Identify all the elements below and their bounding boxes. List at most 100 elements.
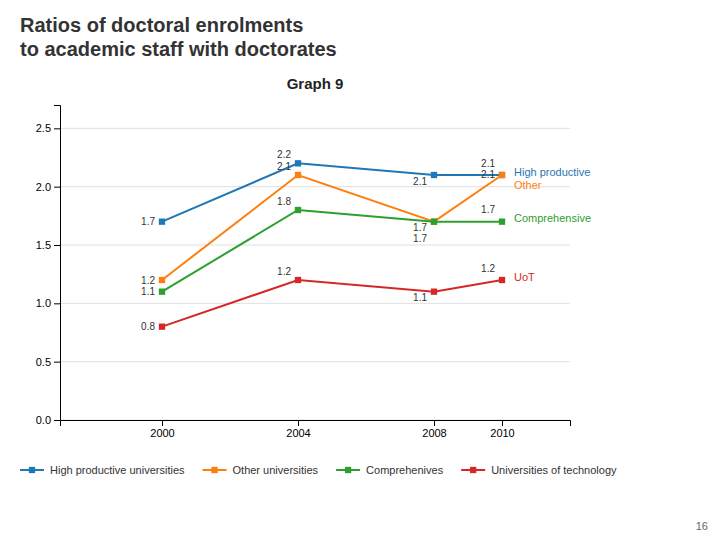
data-label: 0.8 xyxy=(141,321,155,332)
marker xyxy=(499,172,505,178)
y-tick-mark xyxy=(54,303,60,304)
data-label: 2.1 xyxy=(481,169,495,180)
legend-label: Other universities xyxy=(233,464,319,476)
y-tick-label: 2.5 xyxy=(36,122,51,134)
data-labels: 1.71.21.10.82.22.11.81.22.11.71.71.12.12… xyxy=(141,149,495,332)
y-tick-mark xyxy=(54,420,60,421)
title: Ratios of doctoral enrolmentsto academic… xyxy=(20,14,337,60)
title-line: to academic staff with doctorates xyxy=(20,38,337,60)
data-label: 1.2 xyxy=(277,266,291,277)
series-annotation: Other xyxy=(514,179,542,191)
series-annotations: High productiveOtherComprehensiveUoT xyxy=(514,166,591,283)
y-tick-mark xyxy=(54,245,60,246)
y-tick: 1.0 xyxy=(36,297,60,309)
y-tick-mark xyxy=(54,362,60,363)
series-line xyxy=(162,175,502,280)
x-tick-label: 2008 xyxy=(422,427,446,439)
data-label: 1.7 xyxy=(141,216,155,227)
y-axis-line xyxy=(54,106,61,421)
legend-marker xyxy=(470,467,476,473)
x-tick: 2010 xyxy=(490,420,514,439)
legend-label: High productive universities xyxy=(50,464,185,476)
x-axis: 2000 2004 2008 2010 xyxy=(61,420,571,439)
grid-line xyxy=(60,303,570,304)
data-label: 1.7 xyxy=(413,222,427,233)
y-tick-label: 2.0 xyxy=(36,181,51,193)
legend-label: Comprehenives xyxy=(366,464,444,476)
data-label: 2.2 xyxy=(277,149,291,160)
marker xyxy=(295,277,301,283)
y-tick-mark xyxy=(54,187,60,188)
marker xyxy=(431,219,437,225)
y-tick-label: 1.5 xyxy=(36,239,51,251)
x-tick-mark xyxy=(162,420,163,426)
y-tick: 2.0 xyxy=(36,181,60,193)
marker xyxy=(295,160,301,166)
legend-item: Comprehenives xyxy=(336,464,444,476)
marker xyxy=(431,289,437,295)
marker xyxy=(159,324,165,330)
series-line xyxy=(162,210,502,292)
series-line xyxy=(162,280,502,327)
data-label: 1.2 xyxy=(481,263,495,274)
data-label: 2.1 xyxy=(277,161,291,172)
data-label: 1.1 xyxy=(141,286,155,297)
y-tick-label: 1.0 xyxy=(36,297,51,309)
y-axis: 0.0 0.5 1.0 1.5 2.0 2.5 xyxy=(36,106,61,427)
marker xyxy=(159,277,165,283)
y-tick-label: 0.5 xyxy=(36,356,51,368)
data-label: 1.7 xyxy=(481,204,495,215)
y-tick: 1.5 xyxy=(36,239,60,251)
data-label: 1.7 xyxy=(413,233,427,244)
x-tick-label: 2004 xyxy=(286,427,310,439)
y-tick: 0.0 xyxy=(36,414,60,426)
marker xyxy=(431,219,437,225)
annotation: 16 xyxy=(696,520,708,532)
x-tick: 2004 xyxy=(286,420,310,439)
plot-area xyxy=(159,160,505,330)
subtitle: Graph 9 xyxy=(287,75,344,92)
x-tick-label: 2010 xyxy=(490,427,514,439)
series-annotation: Comprehensive xyxy=(514,212,591,224)
grid xyxy=(60,128,570,420)
marker xyxy=(431,172,437,178)
chart-container: Ratios of doctoral enrolmentsto academic… xyxy=(0,0,720,540)
data-label: 1.8 xyxy=(277,196,291,207)
marker xyxy=(295,207,301,213)
marker xyxy=(499,219,505,225)
x-tick-label: 2000 xyxy=(150,427,174,439)
series-annotation: UoT xyxy=(514,271,535,283)
data-label: 1.1 xyxy=(413,292,427,303)
legend-item: Universities of technology xyxy=(461,464,617,476)
legend-label: Universities of technology xyxy=(491,464,617,476)
legend-marker xyxy=(29,467,35,473)
x-tick-mark xyxy=(434,420,435,426)
legend-marker xyxy=(211,467,217,473)
y-tick-mark xyxy=(54,128,60,129)
data-label: 1.2 xyxy=(141,275,155,286)
chart: Ratios of doctoral enrolmentsto academic… xyxy=(0,0,720,540)
legend-item: Other universities xyxy=(203,464,319,476)
marker xyxy=(159,219,165,225)
x-tick: 2000 xyxy=(150,420,174,439)
grid-line xyxy=(60,361,570,362)
legend: High productive universities Other univer… xyxy=(20,464,617,476)
grid-line xyxy=(60,186,570,187)
x-tick: 2008 xyxy=(422,420,446,439)
marker xyxy=(499,172,505,178)
legend-marker xyxy=(345,467,351,473)
marker xyxy=(295,172,301,178)
x-axis-line xyxy=(61,421,571,427)
y-tick: 0.5 xyxy=(36,356,60,368)
y-tick: 2.5 xyxy=(36,122,60,134)
y-tick-label: 0.0 xyxy=(36,414,51,426)
title-line: Ratios of doctoral enrolments xyxy=(20,14,303,36)
data-label: 2.1 xyxy=(481,158,495,169)
legend-item: High productive universities xyxy=(20,464,185,476)
x-tick-mark xyxy=(502,420,503,426)
grid-line xyxy=(60,245,570,246)
marker xyxy=(499,277,505,283)
data-label: 2.1 xyxy=(413,176,427,187)
marker xyxy=(159,289,165,295)
x-tick-mark xyxy=(298,420,299,426)
